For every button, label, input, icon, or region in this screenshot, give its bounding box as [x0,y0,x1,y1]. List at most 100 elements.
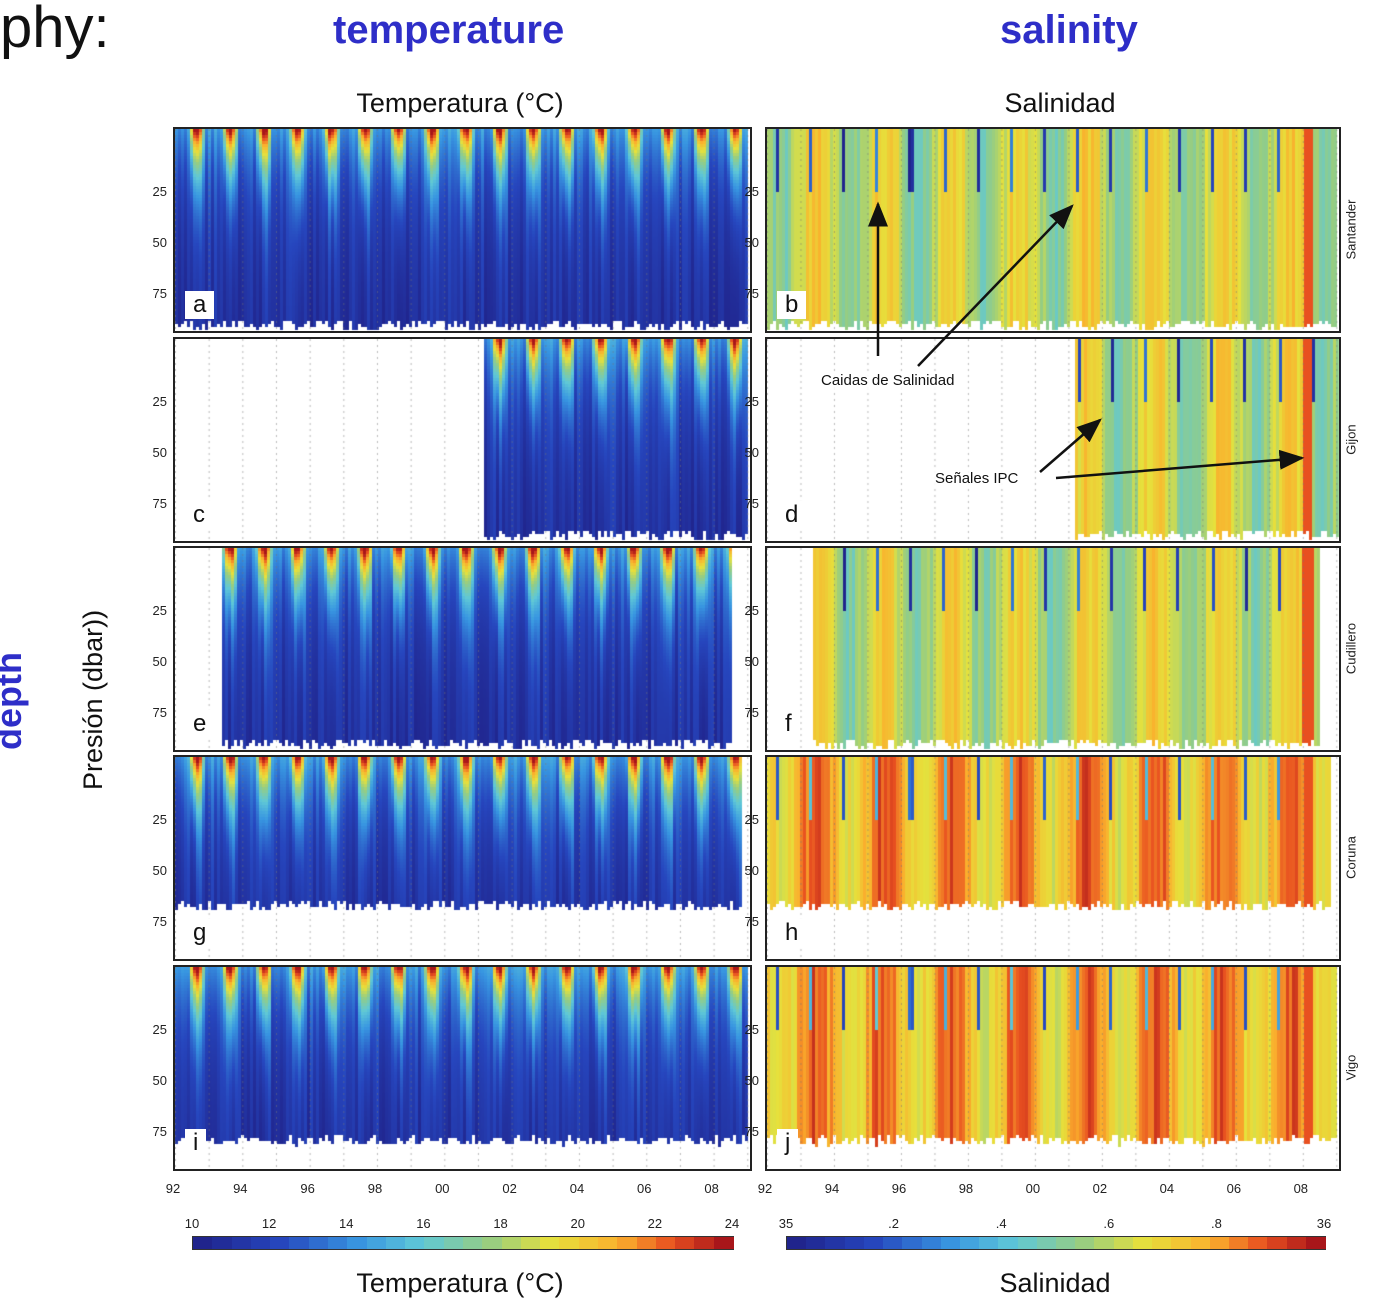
y-tick-label: 75 [152,1123,167,1139]
colorbar-segment [1267,1237,1288,1249]
panel-d-gijon: d [765,337,1341,543]
slide-title-fragment: phy: [0,0,110,60]
panel-j-vigo: j [765,965,1341,1171]
right-column-title: Salinidad [1004,88,1116,118]
colorbar-tick-label: 20 [570,1216,585,1231]
colorbar-segment [825,1237,846,1249]
y-tick-label: 50 [152,234,167,250]
colorbar-segment [979,1237,1000,1249]
station-label-coruna: Coruna [1343,836,1359,879]
salinity-colorbar [786,1236,1327,1250]
colorbar-tick-label: 10 [184,1216,200,1231]
colorbar-segment [863,1237,885,1249]
colorbar-segment [1152,1237,1173,1249]
y-tick-label: 50 [744,444,759,460]
station-label-gijon: Gijon [1343,424,1359,455]
annotation-salinity-drops: Caidas de Salinidad [818,372,958,389]
panel-f-cudillero: f [765,546,1341,752]
y-tick-label: 25 [152,1021,167,1037]
colorbar-segment [1190,1237,1211,1249]
heatmap-a [175,129,750,331]
colorbar-tick-label: 18 [493,1216,508,1231]
x-tick-label: 08 [1293,1181,1309,1196]
colorbar-segment [844,1237,865,1249]
x-tick-label: 06 [637,1181,652,1196]
heatmap-c [175,339,750,541]
station-label-cudillero: Cudillero [1343,622,1359,675]
panel-g-coruna: g [173,755,752,961]
y-tick-label: 25 [152,811,167,827]
y-tick-label: 50 [744,1072,759,1088]
colorbar-segment [366,1237,387,1249]
colorbar-segment [212,1237,233,1249]
panel-i-vigo: i [173,965,752,1171]
colorbar-segment [559,1237,580,1249]
heatmap-b [767,129,1339,331]
colorbar-segment [998,1237,1019,1249]
y-tick-label: 50 [152,862,167,878]
colorbar-segment [482,1237,503,1249]
x-tick-label: 96 [891,1181,907,1196]
x-tick-label: 94 [233,1181,248,1196]
colorbar-segment [1286,1237,1307,1249]
colorbar-segment [940,1237,961,1249]
y-tick-label: 75 [744,913,759,929]
colorbar-segment [520,1237,542,1249]
colorbar-segment [883,1237,904,1249]
panel-letter-i: i [185,1129,207,1157]
colorbar-segment [385,1237,407,1249]
colorbar-segment [1171,1237,1192,1249]
y-tick-label: 25 [744,1021,759,1037]
panel-letter-h: h [777,919,807,947]
colorbar-segment [1094,1237,1115,1249]
panel-h-coruna: h [765,755,1341,961]
y-tick-label: 25 [152,602,167,618]
station-label-santander: Santander [1343,199,1359,260]
colorbar-segment [1075,1237,1096,1249]
panel-letter-f: f [777,710,800,738]
colorbar-segment [250,1237,272,1249]
panel-letter-a: a [185,291,215,319]
y-tick-label: 50 [152,444,167,460]
y-tick-label: 75 [744,1123,759,1139]
heatmap-e [175,548,750,750]
x-tick-label: 96 [300,1181,315,1196]
temperature-colorbar [192,1236,735,1250]
y-tick-label: 75 [744,495,759,511]
colorbar-segment [921,1237,942,1249]
colorbar-segment [231,1237,252,1249]
y-tick-label: 25 [744,602,759,618]
salinity-colorbar-label: Salinidad [999,1268,1111,1298]
heatmap-j [767,967,1339,1169]
colorbar-segment [787,1237,808,1249]
colorbar-tick-label: 36 [1316,1216,1332,1231]
colorbar-segment [501,1237,522,1249]
colorbar-segment [1209,1237,1230,1249]
colorbar-segment [405,1237,426,1249]
panel-a-santander: a [173,127,752,333]
x-tick-label: 02 [502,1181,517,1196]
colorbar-tick-label: 14 [339,1216,354,1231]
colorbar-segment [193,1237,214,1249]
x-tick-label: 02 [1092,1181,1108,1196]
colorbar-segment [694,1237,715,1249]
colorbar-segment [1132,1237,1154,1249]
colorbar-tick-label: .4 [995,1216,1007,1231]
colorbar-segment [289,1237,310,1249]
colorbar-segment [347,1237,368,1249]
colorbar-segment [617,1237,638,1249]
y-tick-label: 50 [744,862,759,878]
colorbar-segment [578,1237,600,1249]
colorbar-segment [675,1237,696,1249]
heatmap-f [767,548,1339,750]
station-label-vigo: Vigo [1343,1054,1359,1081]
x-tick-label: 00 [1025,1181,1041,1196]
y-tick-label: 50 [152,653,167,669]
colorbar-segment [1113,1237,1134,1249]
y-axis-label: Presión (dbar)) [78,609,108,790]
y-tick-label: 25 [744,811,759,827]
colorbar-segment [1248,1237,1269,1249]
y-tick-label: 25 [152,393,167,409]
heatmap-h [767,757,1339,959]
colorbar-segment [1036,1237,1058,1249]
